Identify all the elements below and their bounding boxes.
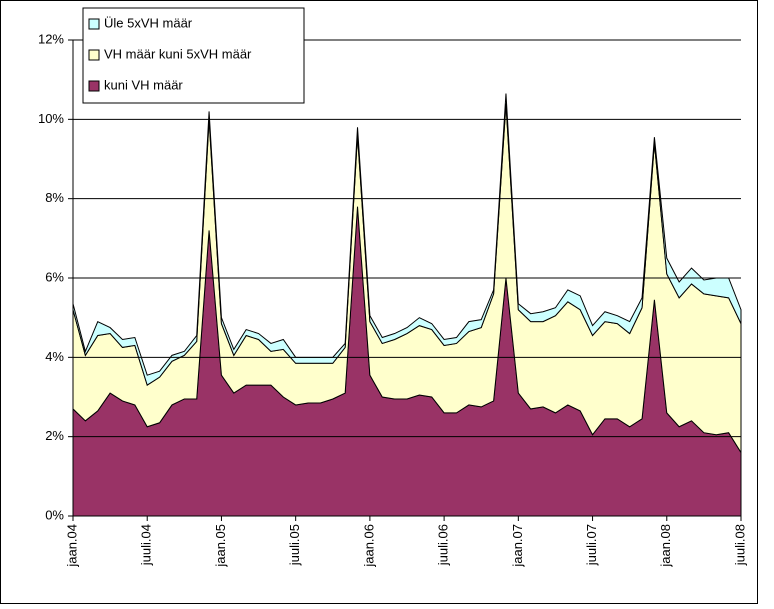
y-tick-label: 4% [45,349,64,364]
x-tick-label: juuli.05 [287,524,302,566]
y-tick-label: 10% [38,111,64,126]
x-tick-label: jaan.06 [361,524,376,568]
legend-label: VH määr kuni 5xVH määr [104,46,252,61]
x-tick-label: juuli.04 [139,524,154,566]
x-tick-label: jaan.08 [658,524,673,568]
y-tick-label: 2% [45,428,64,443]
y-tick-label: 8% [45,190,64,205]
legend-swatch [88,80,100,92]
legend-label: kuni VH määr [104,77,183,92]
legend-swatch [88,49,100,61]
y-tick-label: 12% [38,31,64,46]
y-tick-label: 0% [45,507,64,522]
x-tick-label: jaan.05 [213,524,228,568]
legend-label: Üle 5xVH määr [104,15,193,30]
x-tick-label: jaan.04 [64,524,79,568]
x-tick-label: juuli.08 [732,524,747,566]
legend-swatch [88,18,100,30]
legend-box [82,7,305,104]
x-tick-label: juuli.06 [436,524,451,566]
x-tick-label: juuli.07 [584,524,599,566]
y-tick-label: 6% [45,269,64,284]
x-tick-label: jaan.07 [510,524,525,568]
